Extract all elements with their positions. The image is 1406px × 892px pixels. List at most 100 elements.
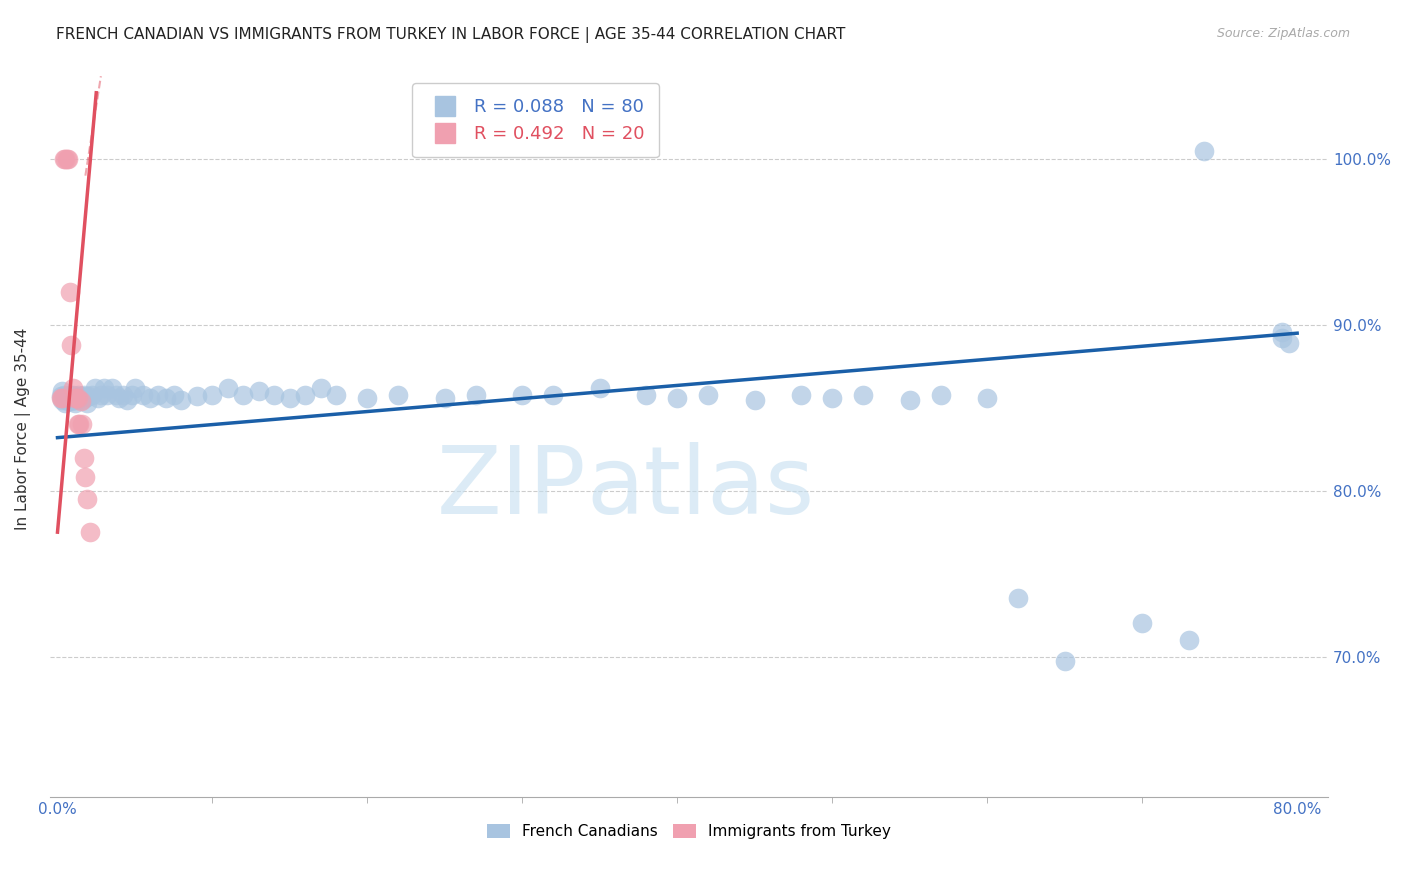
- Text: Source: ZipAtlas.com: Source: ZipAtlas.com: [1216, 27, 1350, 40]
- Point: [201, 387, 224, 401]
- Point: [636, 387, 658, 401]
- Point: [66, 417, 89, 432]
- Point: [65, 389, 87, 403]
- Point: [1192, 144, 1215, 158]
- Point: [589, 381, 612, 395]
- Point: [66, 387, 89, 401]
- Point: [512, 387, 534, 401]
- Point: [790, 387, 813, 401]
- Point: [433, 391, 456, 405]
- Point: [744, 392, 766, 407]
- Point: [73, 450, 96, 465]
- Point: [77, 389, 100, 403]
- Point: [356, 391, 378, 405]
- Point: [76, 491, 98, 506]
- Point: [58, 394, 80, 409]
- Point: [1177, 632, 1199, 647]
- Point: [163, 387, 186, 401]
- Point: [72, 392, 94, 407]
- Point: [124, 381, 146, 395]
- Point: [51, 391, 73, 405]
- Point: [464, 387, 486, 401]
- Point: [325, 387, 347, 401]
- Point: [65, 392, 87, 407]
- Point: [232, 387, 254, 401]
- Point: [115, 392, 138, 407]
- Legend: French Canadians, Immigrants from Turkey: French Canadians, Immigrants from Turkey: [481, 818, 897, 845]
- Point: [93, 381, 115, 395]
- Point: [56, 152, 79, 166]
- Point: [1130, 616, 1153, 631]
- Point: [67, 417, 90, 432]
- Point: [63, 396, 86, 410]
- Text: atlas: atlas: [586, 442, 815, 533]
- Point: [148, 387, 170, 401]
- Point: [60, 394, 83, 409]
- Point: [63, 391, 86, 405]
- Point: [65, 391, 87, 405]
- Point: [67, 391, 90, 405]
- Point: [73, 387, 96, 401]
- Point: [697, 387, 720, 401]
- Point: [929, 387, 952, 401]
- Point: [1271, 331, 1294, 345]
- Point: [49, 391, 72, 405]
- Point: [247, 384, 270, 399]
- Point: [53, 396, 76, 410]
- Point: [976, 391, 998, 405]
- Point: [852, 387, 875, 401]
- Point: [62, 391, 84, 405]
- Point: [132, 387, 155, 401]
- Point: [49, 389, 72, 403]
- Point: [75, 391, 97, 405]
- Point: [59, 285, 82, 299]
- Point: [51, 384, 73, 399]
- Y-axis label: In Labor Force | Age 35-44: In Labor Force | Age 35-44: [15, 327, 31, 530]
- Point: [278, 391, 301, 405]
- Point: [666, 391, 689, 405]
- Point: [80, 387, 103, 401]
- Point: [59, 391, 82, 405]
- Point: [52, 387, 75, 401]
- Point: [83, 381, 105, 395]
- Point: [52, 152, 75, 166]
- Point: [1053, 655, 1076, 669]
- Point: [51, 392, 73, 407]
- Point: [1271, 325, 1294, 339]
- Point: [69, 389, 91, 403]
- Point: [121, 387, 143, 401]
- Point: [60, 338, 83, 352]
- Text: ZIP: ZIP: [437, 442, 586, 533]
- Point: [69, 394, 91, 409]
- Point: [75, 470, 97, 484]
- Point: [543, 387, 565, 401]
- Point: [898, 392, 921, 407]
- Point: [58, 389, 80, 403]
- Point: [1278, 336, 1301, 351]
- Point: [100, 381, 122, 395]
- Point: [53, 389, 76, 403]
- Point: [62, 381, 84, 395]
- Point: [387, 387, 409, 401]
- Point: [186, 389, 208, 403]
- Text: FRENCH CANADIAN VS IMMIGRANTS FROM TURKEY IN LABOR FORCE | AGE 35-44 CORRELATION: FRENCH CANADIAN VS IMMIGRANTS FROM TURKE…: [56, 27, 845, 43]
- Point: [309, 381, 332, 395]
- Point: [60, 389, 83, 403]
- Point: [72, 417, 94, 432]
- Point: [821, 391, 844, 405]
- Point: [105, 387, 128, 401]
- Point: [139, 391, 162, 405]
- Point: [108, 391, 131, 405]
- Point: [59, 387, 82, 401]
- Point: [155, 391, 177, 405]
- Point: [263, 387, 285, 401]
- Point: [294, 387, 316, 401]
- Point: [90, 387, 112, 401]
- Point: [58, 152, 80, 166]
- Point: [53, 152, 76, 166]
- Point: [1007, 591, 1029, 606]
- Point: [217, 381, 239, 395]
- Point: [96, 387, 118, 401]
- Point: [79, 525, 101, 540]
- Point: [111, 387, 134, 401]
